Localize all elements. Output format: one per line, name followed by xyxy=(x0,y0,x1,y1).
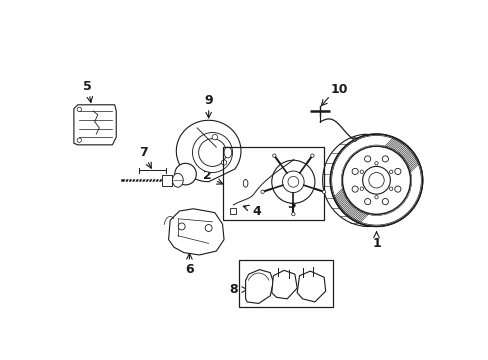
Circle shape xyxy=(364,198,370,205)
Circle shape xyxy=(394,168,400,175)
Circle shape xyxy=(362,166,389,194)
Circle shape xyxy=(359,170,363,174)
Text: 2: 2 xyxy=(203,169,211,182)
Polygon shape xyxy=(271,270,297,299)
Circle shape xyxy=(272,154,275,157)
Circle shape xyxy=(351,168,358,175)
Circle shape xyxy=(205,225,212,231)
Circle shape xyxy=(310,154,313,157)
Text: 6: 6 xyxy=(184,263,193,276)
Polygon shape xyxy=(74,105,116,145)
Circle shape xyxy=(368,172,384,188)
Bar xyxy=(162,175,171,186)
Circle shape xyxy=(322,190,325,193)
Circle shape xyxy=(342,147,409,214)
Circle shape xyxy=(329,134,422,226)
Circle shape xyxy=(382,156,387,162)
Circle shape xyxy=(271,160,314,203)
Polygon shape xyxy=(176,120,241,182)
Circle shape xyxy=(374,195,377,199)
Ellipse shape xyxy=(172,173,183,187)
Circle shape xyxy=(221,160,226,165)
Circle shape xyxy=(192,132,232,172)
Polygon shape xyxy=(245,270,273,303)
Circle shape xyxy=(291,212,294,216)
Circle shape xyxy=(374,162,377,165)
Circle shape xyxy=(352,138,356,141)
Circle shape xyxy=(174,163,196,185)
Circle shape xyxy=(342,147,409,214)
Circle shape xyxy=(77,107,81,112)
Circle shape xyxy=(178,223,185,230)
Text: 8: 8 xyxy=(228,283,237,296)
Circle shape xyxy=(261,190,264,193)
Bar xyxy=(239,260,333,307)
Circle shape xyxy=(282,171,304,193)
Polygon shape xyxy=(168,209,224,255)
Ellipse shape xyxy=(243,180,247,187)
Circle shape xyxy=(394,186,400,192)
Circle shape xyxy=(388,187,392,190)
Text: 7: 7 xyxy=(139,146,147,159)
Text: 1: 1 xyxy=(371,237,380,250)
Text: 4: 4 xyxy=(251,204,260,217)
Bar xyxy=(222,147,324,220)
Circle shape xyxy=(77,138,81,142)
Circle shape xyxy=(364,156,370,162)
Ellipse shape xyxy=(224,147,231,158)
Circle shape xyxy=(351,186,358,192)
Circle shape xyxy=(212,134,217,140)
Text: 9: 9 xyxy=(204,94,213,107)
Circle shape xyxy=(388,170,392,174)
Text: 5: 5 xyxy=(83,80,92,93)
Circle shape xyxy=(198,139,226,166)
Bar xyxy=(230,208,236,214)
Circle shape xyxy=(359,187,363,190)
Text: 3: 3 xyxy=(287,198,296,211)
Polygon shape xyxy=(297,271,325,302)
Circle shape xyxy=(382,198,387,205)
Text: 10: 10 xyxy=(330,83,347,96)
